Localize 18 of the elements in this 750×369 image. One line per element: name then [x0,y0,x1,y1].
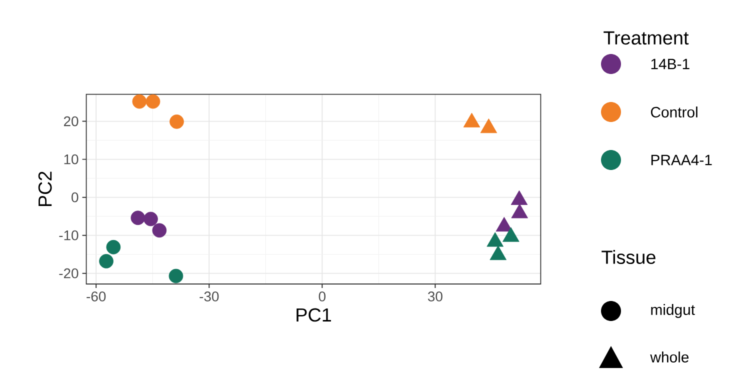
x-tick-label: 0 [318,292,326,302]
text: midgut [651,304,695,318]
text: Tissue [602,250,656,264]
x-tick-label: 30 [428,292,442,302]
y-tick-label: -20 [59,268,78,278]
y-tick-label: 0 [72,192,78,202]
y-tick-label: 10 [64,154,78,164]
y-axis-title: PC2 [38,172,52,206]
legend-label: Control [650,106,698,118]
y-tick-label: -10 [59,230,78,240]
x-axis-title: PC1 [296,308,331,322]
x-tick-label: -30 [200,292,219,302]
text: whole [650,352,689,362]
y-tick-label: 20 [64,116,78,126]
legend-title: Treatment [604,31,689,45]
x-tick-label: -60 [86,292,106,302]
legend-label: PRAA4-1 [651,154,712,166]
legend-label: 14B-1 [651,58,690,70]
